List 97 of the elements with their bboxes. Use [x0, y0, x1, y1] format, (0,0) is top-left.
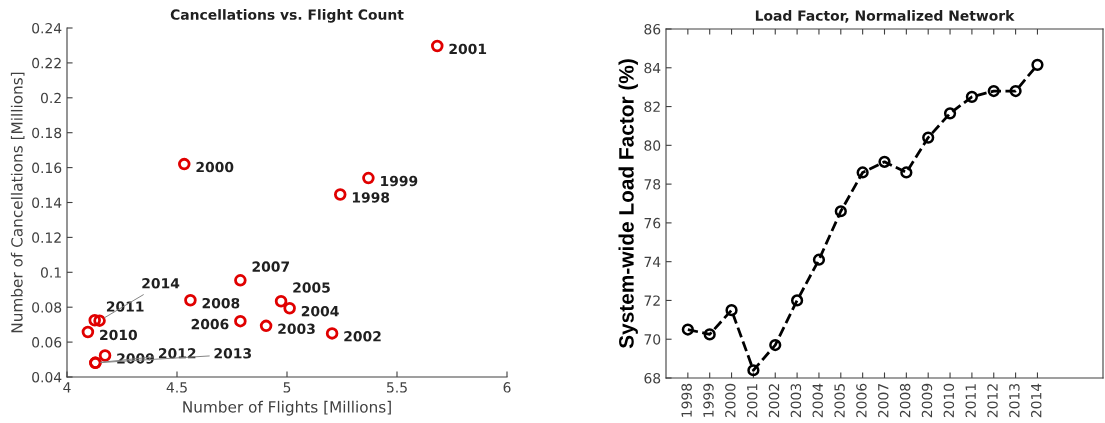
y-tick-label: 0.24	[32, 22, 62, 34]
point	[812, 253, 826, 266]
x-tick-label: 2003	[790, 383, 802, 418]
annotation: 2013	[214, 348, 251, 359]
y-tick-label: 0.06	[32, 337, 62, 348]
point	[681, 323, 694, 336]
point	[81, 325, 95, 339]
point	[703, 328, 716, 341]
annotation: 2004	[301, 305, 339, 317]
y-tick-label: 0.12	[32, 232, 61, 243]
y-tick-label: 0.04	[32, 371, 62, 383]
x-tick-label: 2010	[943, 383, 955, 418]
point	[790, 294, 804, 307]
point	[88, 314, 101, 327]
y-tick-label: 0.22	[32, 57, 61, 69]
y-tick-label: 0.16	[32, 162, 62, 174]
point	[987, 84, 1000, 98]
point	[943, 107, 957, 120]
x-tick-label: 1998	[681, 383, 692, 417]
point	[878, 155, 891, 168]
chart-title: Load Factor, Normalized Network	[755, 10, 1015, 23]
x-tick-label: 2009	[921, 383, 933, 418]
point	[431, 39, 444, 53]
x-tick-label: 1999	[703, 383, 714, 417]
y-tick-label: 0.08	[32, 302, 62, 313]
point	[922, 131, 935, 144]
point	[178, 157, 191, 171]
y-tick-label: 74	[644, 256, 661, 267]
annotation: 1998	[352, 192, 390, 203]
annotation: 2003	[278, 323, 315, 335]
point	[234, 314, 247, 328]
point	[184, 293, 197, 307]
annotation: 2011	[106, 301, 144, 312]
y-tick-label: 70	[644, 334, 661, 345]
chart-title: Cancellations vs. Flight Count	[170, 9, 404, 23]
y-tick-label: 78	[644, 179, 661, 190]
annotation: 2014	[142, 278, 180, 289]
x-tick-label: 4.5	[166, 382, 187, 393]
x-tick-label: 6	[503, 382, 511, 393]
x-tick-label: 5.5	[387, 382, 407, 393]
x-tick-label: 2014	[1030, 383, 1042, 418]
x-tick-label: 2000	[725, 383, 736, 418]
x-tick-label: 2006	[856, 383, 867, 418]
point	[965, 90, 979, 103]
x-tick-label: 2013	[1009, 383, 1020, 418]
point	[1009, 84, 1022, 98]
y-axis-title: Number of Cancellations [Millions]	[10, 72, 25, 333]
annotation: 2005	[293, 282, 330, 293]
point	[259, 319, 273, 333]
y-tick-label: 72	[644, 295, 660, 306]
annotation: 2001	[449, 43, 487, 55]
annotation: 1999	[381, 175, 418, 187]
x-tick-label: 4	[63, 382, 71, 393]
x-tick-label: 2011	[965, 384, 976, 418]
annotation: 2010	[100, 329, 137, 341]
y-tick-label: 82	[644, 101, 660, 113]
annotation: 2009	[117, 353, 154, 364]
annotation: 2008	[202, 297, 240, 309]
x-tick-label: 2002	[768, 384, 780, 418]
y-axis-title: System-wide Load Factor (%)	[618, 59, 638, 349]
y-tick-label: 86	[644, 23, 661, 35]
x-tick-label: 2008	[899, 383, 911, 418]
y-tick-label: 80	[644, 140, 661, 151]
y-tick-label: 0.18	[32, 127, 62, 139]
x-tick-label: 2005	[834, 384, 845, 418]
point	[93, 314, 106, 327]
x-tick-label: 5	[283, 382, 291, 393]
annotation: 2006	[191, 318, 229, 330]
x-tick-label: 2012	[987, 384, 998, 418]
point	[747, 364, 760, 377]
annotation: 2002	[344, 331, 381, 342]
y-tick-label: 0.14	[32, 197, 62, 208]
annotation: 2000	[196, 161, 234, 173]
point	[325, 327, 339, 340]
point	[333, 188, 347, 201]
y-tick-label: 0.1	[40, 267, 61, 278]
point	[362, 171, 375, 185]
point	[98, 349, 112, 362]
y-tick-label: 0.2	[40, 92, 61, 104]
point	[1031, 58, 1044, 71]
x-axis-title: Number of Flights [Millions]	[183, 400, 391, 416]
point	[274, 295, 288, 308]
annotation: 2012	[158, 348, 196, 359]
x-tick-label: 2004	[812, 383, 823, 418]
y-tick-label: 68	[644, 372, 661, 384]
point	[725, 304, 738, 317]
annotation: 2007	[252, 261, 290, 272]
point	[900, 166, 913, 179]
point	[234, 274, 247, 287]
x-tick-label: 2001	[746, 384, 758, 418]
y-tick-label: 84	[644, 62, 661, 74]
y-tick-label: 76	[644, 217, 661, 229]
point	[834, 205, 847, 218]
point	[769, 338, 782, 352]
point	[283, 302, 296, 315]
point	[856, 166, 869, 179]
x-tick-label: 2007	[878, 384, 889, 418]
